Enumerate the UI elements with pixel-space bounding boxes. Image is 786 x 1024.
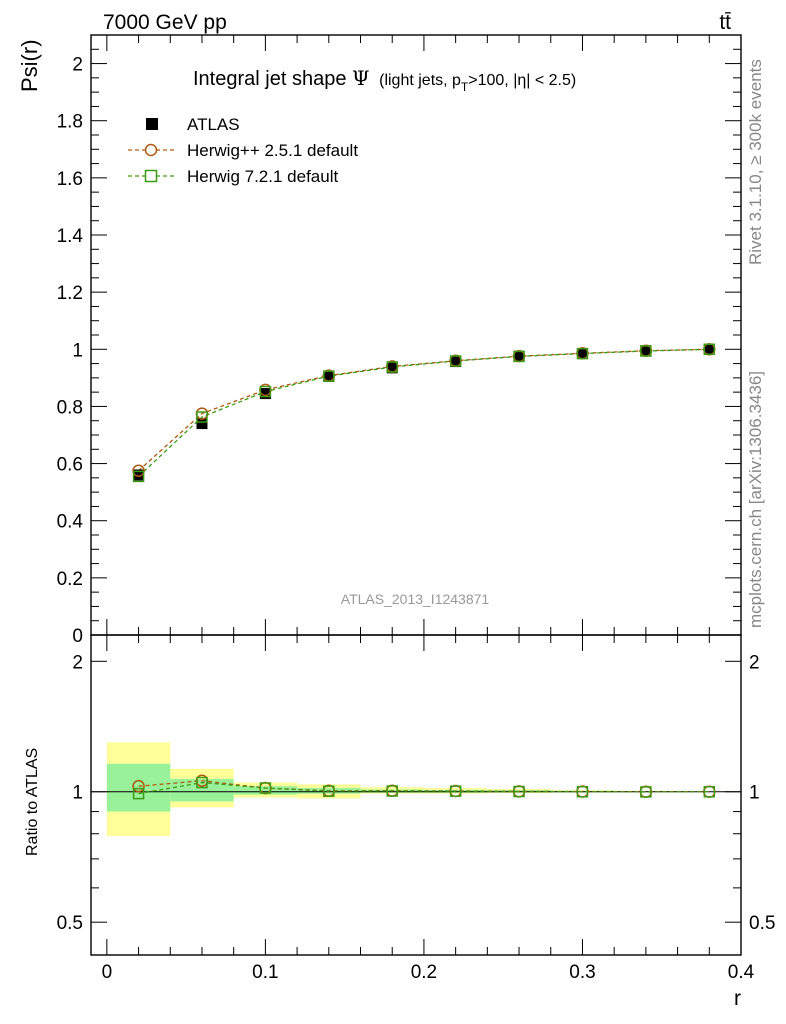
ratio-xtick-label: 0.3 (569, 962, 595, 983)
plot-title-symbol: Ψ (352, 66, 370, 90)
plot-title-main: Integral jet shape (193, 68, 346, 90)
plot-title-detail-sub: T (461, 80, 469, 94)
mcplots-label: mcplots.cern.ch [arXiv:1306.3436] (746, 371, 765, 628)
main-ytick-labels: 0 0.2 0.4 0.6 0.8 1 1.2 1.4 1.6 1.8 2 (57, 55, 84, 647)
ratio-band-inner (106, 763, 171, 812)
main-ytick-label: 1.2 (57, 283, 83, 304)
main-axis-ticks (91, 34, 742, 636)
ratio-ytick-label: 0.5 (57, 913, 83, 934)
herwig72-point (576, 347, 589, 360)
ratio-herwig72-point (132, 787, 145, 800)
main-ytick-label: 1.4 (57, 226, 84, 247)
legend-entry-atlas: ATLAS (146, 115, 240, 134)
atlas-data-point (386, 362, 398, 374)
plot-title: Integral jet shape Ψ (light jets, pT>100… (193, 66, 576, 94)
main-series-layer (132, 343, 716, 483)
ratio-ytick-label: 2 (72, 652, 83, 673)
ratio-herwig72-point (513, 785, 525, 798)
atlas-data-point (640, 345, 652, 357)
process-label: tt̄ (719, 11, 731, 34)
main-ytick-label: 0.6 (57, 455, 83, 476)
rivet-label: Rivet 3.1.10, ≥ 300k events (746, 59, 765, 265)
ratio-ytick-labels-left: 0.5 1 2 (57, 652, 83, 934)
herwig72-point (386, 361, 398, 373)
ratio-herwig72-point (323, 785, 335, 797)
ratio-xtick-label: 0.1 (252, 962, 278, 983)
atlas-data-point (259, 388, 271, 400)
main-plot-panel: 0 0.2 0.4 0.6 0.8 1 1.2 1.4 1.6 1.8 2 Psi(r) Integ… (17, 34, 742, 647)
ratio-series-layer (132, 774, 716, 800)
ratio-herwig72-point (449, 785, 462, 797)
atlas-data-point (196, 418, 208, 430)
main-ytick-label: 1 (72, 340, 83, 361)
legend-marker-herwig25 (144, 143, 158, 157)
svg-text:Integral jet shape Ψ: Integral jet shape Ψ (light jets, pT>100… (193, 66, 576, 94)
ratio-ytick-label-right: 2 (749, 652, 760, 673)
atlas-data-point (576, 348, 588, 360)
ratio-ytick-label-right: 0.5 (749, 913, 775, 934)
ratio-uncertainty-bands (106, 742, 741, 837)
herwig72-point (640, 345, 652, 357)
main-ytick-label: 0.4 (57, 512, 84, 533)
herwig72-point (259, 385, 272, 398)
ratio-ytick-labels-right: 0.5 1 2 (749, 652, 775, 934)
legend-label-herwig25: Herwig++ 2.5.1 default (187, 141, 358, 160)
ratio-xtick-labels: 0 0.1 0.2 0.3 0.4 (102, 962, 755, 983)
energy-label: 7000 GeV pp (103, 11, 227, 34)
main-y-axis-label: Psi(r) (17, 39, 42, 92)
ratio-y-axis-label: Ratio to ATLAS (24, 748, 41, 856)
ratio-ytick-label: 1 (72, 783, 83, 804)
main-series-line-herwig25 (138, 348, 710, 472)
ratio-plot-panel: 0.5 1 2 0.5 1 2 0 0.1 0.2 0.3 0.4 Ratio to ATLAS… (24, 634, 775, 1010)
main-ytick-label: 1.8 (57, 112, 83, 133)
legend-label-herwig72: Herwig 7.2.1 default (187, 167, 338, 186)
main-ytick-label: 0 (72, 626, 83, 647)
atlas-data-point (450, 356, 462, 368)
main-ytick-label: 1.6 (57, 169, 83, 190)
legend: ATLAS Herwig++ 2.5.1 default Herwig 7.2.… (128, 115, 358, 186)
ratio-axis-ticks (91, 635, 742, 955)
ratio-herwig72-point (576, 785, 589, 798)
x-axis-label: r (734, 987, 741, 1010)
herwig72-point (132, 470, 145, 483)
ratio-herwig72-point (196, 776, 208, 789)
herwig72-point (449, 355, 462, 367)
ratio-xtick-label: 0.2 (411, 962, 437, 983)
legend-entry-herwig72: Herwig 7.2.1 default (128, 167, 338, 186)
legend-marker-herwig72 (144, 169, 158, 183)
herwig72-point (703, 343, 716, 356)
ratio-ytick-label-right: 1 (749, 783, 760, 804)
ratio-herwig25-point (132, 779, 145, 793)
herwig72-point (196, 411, 208, 423)
ratio-band-inner (233, 786, 298, 795)
ratio-herwig72-point (703, 785, 716, 798)
plot-title-detail-pre: (light jets, p (379, 72, 461, 89)
atlas-data-point (513, 350, 525, 362)
main-series-line-herwig72 (138, 348, 710, 477)
plot-title-detail-post: >100, |η| < 2.5) (468, 72, 576, 89)
atlas-data-point (703, 343, 715, 355)
main-ytick-label: 2 (72, 55, 83, 76)
atlas-data-point (323, 370, 335, 382)
main-ytick-label: 0.2 (57, 569, 83, 590)
legend-label-atlas: ATLAS (187, 115, 240, 134)
ratio-herwig72-point (386, 785, 398, 797)
herwig72-point (323, 370, 335, 382)
atlas-data-point (133, 469, 145, 481)
ratio-plot-frame (90, 634, 742, 956)
ratio-xtick-label: 0.4 (728, 962, 755, 983)
legend-marker-atlas (146, 118, 158, 130)
ratio-herwig72-point (259, 782, 272, 794)
herwig72-point (513, 350, 525, 363)
analysis-watermark: ATLAS_2013_I1243871 (341, 591, 490, 607)
ratio-xtick-label: 0 (102, 962, 113, 983)
ratio-band-inner (170, 779, 234, 802)
legend-entry-herwig25: Herwig++ 2.5.1 default (128, 141, 358, 160)
ratio-series-line-herwig72 (138, 781, 710, 795)
ratio-herwig72-point (640, 786, 652, 798)
main-ytick-label: 0.8 (57, 397, 83, 418)
